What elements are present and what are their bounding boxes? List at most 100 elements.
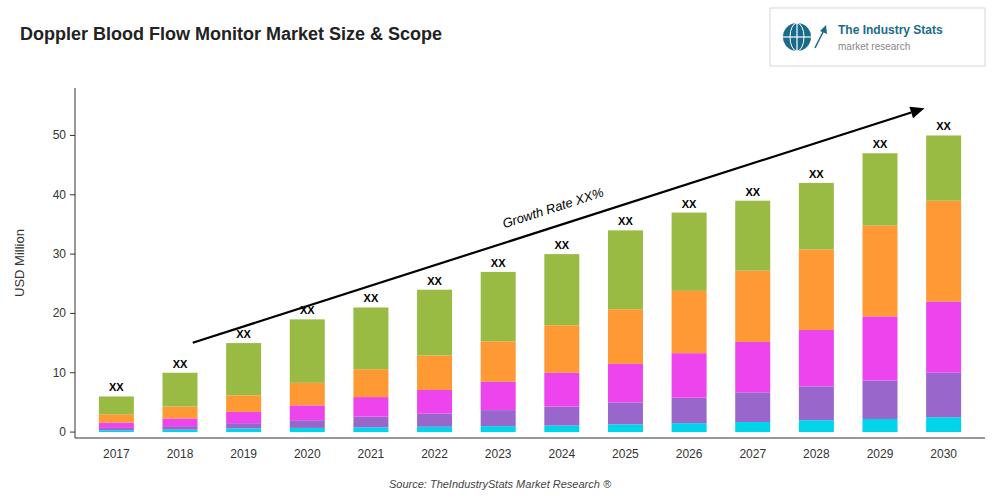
bar-segment (163, 418, 198, 426)
total-label: XX (936, 120, 951, 132)
total-label: XX (618, 215, 633, 227)
bar-segment (290, 420, 325, 428)
chart: Doppler Blood Flow Monitor Market Size &… (0, 0, 1000, 500)
bar-segment (417, 414, 452, 427)
growth-label: Growth Rate XX% (500, 185, 605, 231)
logo-border (770, 8, 985, 66)
y-axis-label: USD Million (12, 229, 27, 297)
x-tick-label: 2025 (612, 447, 639, 461)
x-axis: 2017201820192020202120222023202420252026… (75, 438, 985, 461)
bar-segment (672, 423, 707, 432)
y-tick (70, 432, 75, 433)
bar-segment (672, 353, 707, 397)
x-tick-label: 2017 (103, 447, 130, 461)
x-tick-label: 2026 (676, 447, 703, 461)
bar-segment (481, 341, 516, 381)
source: Source: TheIndustryStats Market Research… (389, 478, 612, 490)
logo-arrow-head (820, 25, 827, 34)
bar-segment (226, 395, 261, 412)
bar-segment (99, 396, 134, 414)
bar-segment (672, 398, 707, 424)
bar-segment (353, 397, 388, 417)
bar-segment (544, 407, 579, 426)
bar-segment (544, 426, 579, 433)
y-axis-line (75, 88, 76, 438)
x-tick-label: 2022 (421, 447, 448, 461)
growth-arrow (193, 107, 925, 343)
logo-arrow (815, 30, 824, 48)
bar-segment (226, 429, 261, 433)
total-label: XX (873, 138, 888, 150)
y-tick-label: 40 (53, 188, 67, 202)
logo: The Industry Statsmarket research (770, 8, 985, 66)
bar-segment (799, 386, 834, 420)
bar-segment (608, 402, 643, 424)
total-label: XX (173, 358, 188, 370)
bar-segment (863, 380, 898, 419)
bar-segment (417, 290, 452, 356)
y-tick (70, 372, 75, 373)
bar-segment (290, 428, 325, 432)
bar-segment (926, 417, 961, 432)
bar-segment (672, 291, 707, 353)
bar-segment (99, 423, 134, 428)
bar-segment (799, 249, 834, 330)
x-tick-label: 2027 (739, 447, 766, 461)
bar-segment (735, 271, 770, 342)
bar-segment (417, 356, 452, 390)
x-tick-label: 2018 (167, 447, 194, 461)
bar-segment (99, 414, 134, 422)
bar-segment (353, 427, 388, 432)
x-tick-label: 2029 (867, 447, 894, 461)
x-tick-label: 2024 (548, 447, 575, 461)
logo-title: The Industry Stats (838, 23, 943, 37)
y-tick-label: 10 (53, 366, 67, 380)
total-label: XX (554, 239, 569, 251)
logo-ellipse (790, 23, 804, 51)
bar-segment (481, 426, 516, 432)
x-axis-line (75, 438, 985, 439)
y-tick-label: 0 (59, 425, 66, 439)
growth-arrow-head (909, 107, 924, 118)
total-labels: XXXXXXXXXXXXXXXXXXXXXXXXXXXX (109, 120, 952, 393)
y-tick-label: 50 (53, 128, 67, 142)
bar-segment (799, 183, 834, 249)
bar-segment (608, 230, 643, 309)
bar-segment (544, 373, 579, 407)
bar-segment (608, 424, 643, 432)
total-label: XX (491, 257, 506, 269)
total-label: XX (809, 168, 824, 180)
bar-segment (353, 369, 388, 397)
bar-segment (863, 316, 898, 380)
bar-segment (481, 382, 516, 410)
x-tick-label: 2020 (294, 447, 321, 461)
bar-segment (544, 325, 579, 372)
bar-segment (163, 407, 198, 419)
bar-segment (226, 412, 261, 423)
y-tick (70, 254, 75, 255)
bar-segment (226, 423, 261, 428)
x-tick-label: 2021 (358, 447, 385, 461)
bar-segment (163, 430, 198, 432)
total-label: XX (236, 328, 251, 340)
y-tick-label: 20 (53, 306, 67, 320)
y-tick-label: 30 (53, 247, 67, 261)
bar-segment (353, 307, 388, 369)
x-tick-label: 2023 (485, 447, 512, 461)
y-tick (70, 135, 75, 136)
bar-segment (735, 392, 770, 422)
bar-segment (417, 390, 452, 414)
bar-segment (608, 309, 643, 364)
bar-segment (163, 373, 198, 407)
bar-segment (99, 428, 134, 430)
logo-line (783, 36, 811, 37)
total-label: XX (745, 186, 760, 198)
bar-segment (863, 226, 898, 317)
bar-segment (735, 422, 770, 432)
bar-segment (926, 135, 961, 200)
bar-segment (672, 213, 707, 291)
bar-segment (863, 153, 898, 225)
title: Doppler Blood Flow Monitor Market Size &… (20, 24, 442, 44)
bar-segment (926, 373, 961, 417)
y-tick (70, 313, 75, 314)
